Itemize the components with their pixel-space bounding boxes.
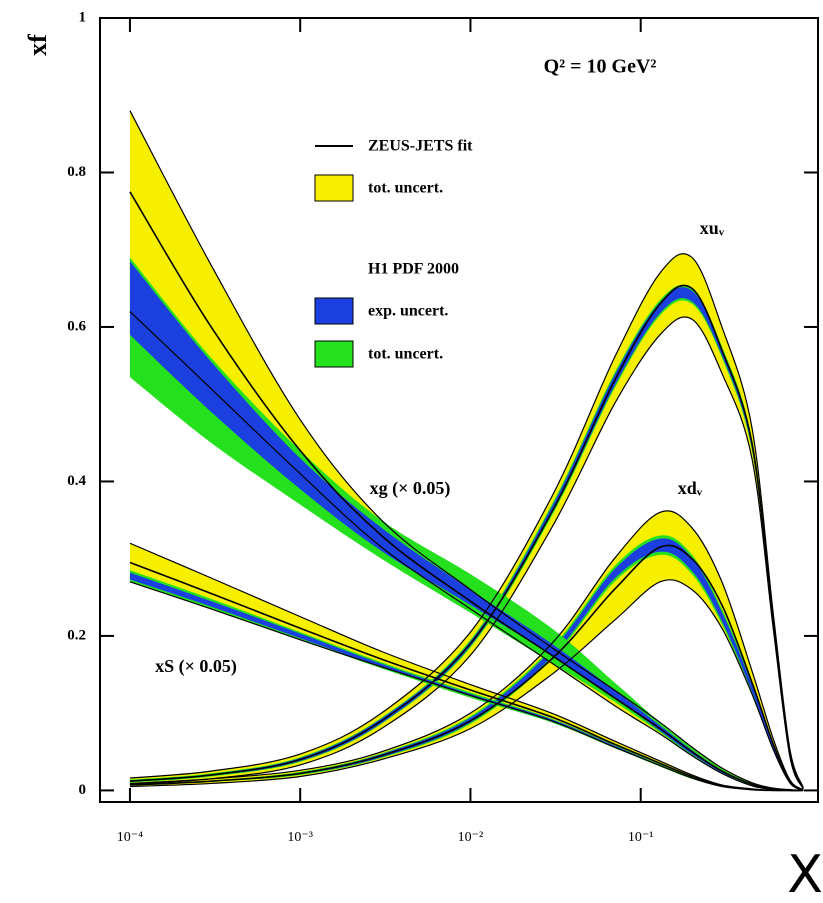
legend-heading: H1 PDF 2000	[368, 261, 459, 278]
y-tick-label: 0	[79, 782, 87, 798]
zeus-lower-edge	[129, 579, 804, 791]
zeus-lower-edge	[129, 311, 804, 792]
legend-swatch	[314, 297, 354, 325]
chart-title: Q² = 10 GeV²	[544, 56, 657, 78]
curve-label: xS (× 0.05)	[155, 656, 237, 677]
y-tick-label: 0.4	[67, 473, 86, 489]
y-tick-label: 0.2	[67, 627, 86, 643]
zeus-central-line	[129, 561, 804, 792]
zeus-upper-edge	[129, 110, 804, 792]
plot-area	[129, 110, 804, 792]
x-tick-label: 10⁻⁴	[117, 830, 143, 845]
zeus-central-line	[129, 191, 804, 792]
curve-label: xdᵥ	[678, 478, 703, 498]
y-tick-label: 0.6	[67, 318, 86, 334]
y-axis-label: xf	[23, 34, 52, 56]
legend-label: tot. uncert.	[368, 180, 443, 197]
zeus-upper-edge	[129, 510, 804, 791]
legend: ZEUS-JETS fit tot. uncert. H1 PDF 2000 e…	[314, 138, 473, 368]
x-tick-label: 10⁻³	[287, 830, 313, 845]
x-axis-label: X	[787, 845, 823, 903]
y-tick-label: 0.8	[67, 164, 86, 180]
legend-swatch	[314, 340, 354, 368]
curve-label: xg (× 0.05)	[370, 478, 451, 499]
legend-label: ZEUS-JETS fit	[368, 138, 473, 155]
curve-label: xuᵥ	[700, 218, 725, 238]
y-tick-label: 1	[79, 9, 87, 25]
x-tick-label: 10⁻¹	[628, 830, 654, 845]
legend-label: tot. uncert.	[368, 346, 443, 363]
legend-swatch	[314, 174, 354, 202]
zeus-lower-edge	[129, 316, 804, 790]
zeus-band	[129, 510, 804, 791]
zeus-central-line	[129, 284, 804, 789]
zeus-upper-edge	[129, 253, 804, 788]
frame	[99, 17, 819, 803]
zeus-central-line	[129, 544, 804, 791]
legend-label: exp. uncert.	[368, 303, 448, 320]
x-tick-label: 10⁻²	[458, 830, 484, 845]
